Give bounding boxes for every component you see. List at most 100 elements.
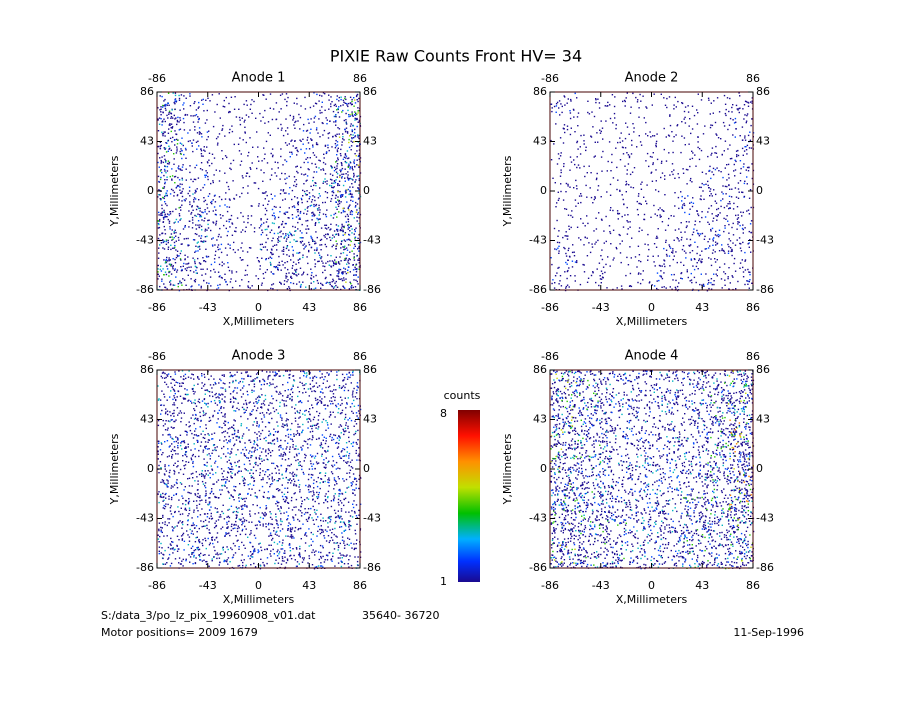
count-dot	[597, 239, 599, 242]
count-dot	[354, 119, 356, 121]
count-dot	[258, 395, 260, 397]
count-dot	[329, 236, 331, 239]
count-dot	[336, 437, 339, 439]
count-dot	[733, 170, 735, 172]
count-dot	[638, 107, 640, 109]
count-dot	[284, 236, 286, 238]
count-dot	[714, 251, 716, 253]
count-dot	[670, 274, 673, 276]
count-dot	[215, 250, 217, 253]
count-dot	[161, 453, 163, 456]
count-dot	[356, 145, 358, 147]
count-dot	[319, 396, 321, 398]
count-dot	[317, 419, 320, 421]
count-dot	[292, 384, 294, 386]
count-dot	[180, 282, 183, 284]
count-dot	[342, 207, 344, 210]
count-dot	[176, 185, 178, 188]
count-dot	[277, 268, 279, 271]
count-dot	[340, 457, 343, 459]
count-dot	[170, 273, 173, 275]
count-dot	[643, 196, 645, 198]
count-dot	[298, 401, 300, 403]
count-dot	[266, 162, 269, 164]
count-dot	[312, 276, 315, 278]
count-dot	[215, 220, 218, 222]
count-dot	[184, 147, 187, 150]
count-dot	[278, 370, 280, 372]
count-dot	[266, 412, 268, 414]
count-dot	[166, 265, 168, 267]
count-dot	[178, 97, 181, 100]
count-dot	[183, 378, 185, 381]
count-dot	[313, 213, 315, 216]
count-dot	[575, 205, 577, 207]
count-dot	[328, 373, 330, 375]
count-dot	[671, 171, 673, 173]
count-dot	[293, 124, 295, 126]
count-dot	[349, 161, 351, 163]
count-dot	[340, 96, 342, 98]
count-dot	[338, 180, 341, 182]
count-dot	[711, 283, 713, 286]
count-dot	[335, 233, 338, 235]
count-dot	[565, 191, 567, 193]
count-dot	[261, 421, 264, 423]
count-dot	[270, 174, 273, 176]
count-dot	[267, 378, 269, 380]
count-dot	[337, 233, 340, 235]
count-dot	[661, 172, 664, 174]
count-dot	[194, 455, 197, 458]
count-dot	[177, 447, 179, 449]
count-dot	[726, 164, 728, 166]
count-dot	[201, 241, 204, 243]
count-dot	[202, 430, 204, 432]
count-dot	[621, 215, 623, 218]
count-dot	[593, 198, 595, 201]
count-dot	[171, 126, 174, 128]
count-dot	[710, 230, 712, 232]
count-dot	[286, 144, 288, 146]
count-dot	[631, 144, 633, 146]
count-dot	[312, 195, 314, 197]
count-dot	[182, 117, 185, 120]
count-dot	[654, 265, 656, 267]
count-dot	[211, 433, 213, 435]
count-dot	[228, 269, 231, 272]
count-dot	[173, 389, 175, 391]
count-dot	[698, 186, 701, 188]
count-dot	[337, 157, 339, 159]
count-dot	[248, 384, 250, 386]
count-dot	[671, 163, 674, 165]
count-dot	[219, 401, 221, 403]
count-dot	[638, 202, 640, 205]
count-dot	[663, 272, 665, 274]
count-dot	[199, 411, 201, 414]
count-dot	[687, 276, 689, 279]
count-dot	[322, 168, 324, 170]
count-dot	[702, 190, 704, 192]
count-dot	[306, 179, 308, 181]
count-dot	[354, 396, 357, 398]
count-dot	[292, 261, 295, 263]
count-dot	[289, 446, 291, 448]
count-dot	[711, 124, 714, 127]
count-dot	[286, 177, 288, 179]
count-dot	[198, 284, 200, 286]
count-dot	[184, 464, 187, 466]
count-dot	[348, 234, 351, 236]
count-dot	[745, 121, 747, 124]
count-dot	[175, 152, 178, 154]
count-dot	[748, 230, 750, 233]
count-dot	[729, 207, 731, 209]
count-dot	[304, 208, 306, 211]
count-dot	[342, 230, 344, 232]
count-dot	[556, 163, 559, 165]
count-dot	[734, 136, 736, 138]
count-dot	[304, 152, 306, 154]
count-dot	[712, 240, 714, 242]
count-dot	[249, 439, 251, 441]
count-dot	[340, 387, 343, 389]
count-dot	[204, 393, 206, 395]
count-dot	[721, 248, 723, 250]
